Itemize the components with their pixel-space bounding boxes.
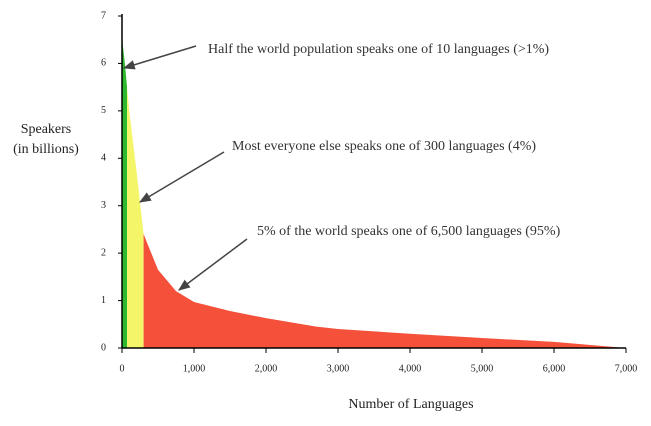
area <box>143 234 626 348</box>
arrow <box>122 45 197 70</box>
annotation: Most everyone else speaks one of 300 lan… <box>232 139 536 154</box>
area <box>127 87 144 349</box>
y-axis-label: Speakers <box>21 122 72 137</box>
y-tick-label: 7 <box>101 10 106 21</box>
y-tick-label: 1 <box>101 295 106 306</box>
y-tick-label: 2 <box>101 247 106 258</box>
arrow <box>138 151 225 203</box>
areas <box>122 20 626 349</box>
annotation: 5% of the world speaks one of 6,500 lang… <box>257 224 561 239</box>
arrow <box>178 238 248 291</box>
y-tick-label: 4 <box>101 153 106 164</box>
y-tick-label: 6 <box>101 58 106 69</box>
y-tick-label: 3 <box>101 200 106 211</box>
area <box>122 20 128 348</box>
x-tick-label: 3,000 <box>327 363 350 374</box>
x-tick-label: 4,000 <box>399 363 422 374</box>
y-axis-label: (in billions) <box>13 142 79 157</box>
x-axis-label: Number of Languages <box>348 397 473 412</box>
y-tick-label: 5 <box>101 105 106 116</box>
x-tick-label: 7,000 <box>615 363 638 374</box>
annotation: Half the world population speaks one of … <box>208 42 549 57</box>
x-tick-label: 2,000 <box>255 363 278 374</box>
x-tick-label: 1,000 <box>183 363 206 374</box>
x-tick-label: 6,000 <box>543 363 566 374</box>
x-tick-label: 0 <box>120 363 125 374</box>
x-tick-label: 5,000 <box>471 363 494 374</box>
y-tick-label: 0 <box>101 342 106 353</box>
